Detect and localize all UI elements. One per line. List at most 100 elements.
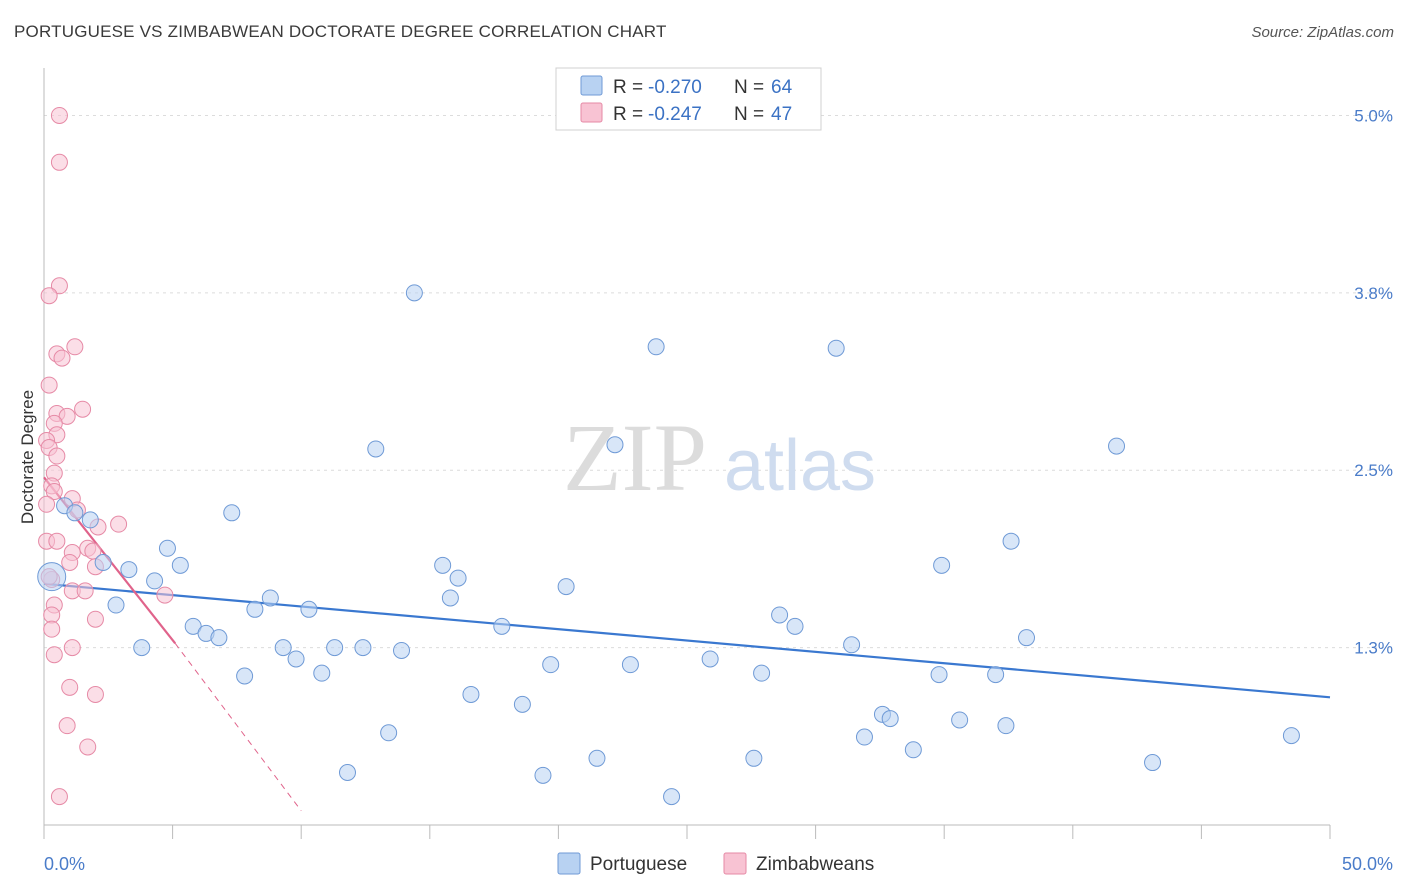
- portuguese-point: [380, 724, 398, 742]
- zimbabwean-point: [43, 606, 61, 624]
- portuguese-point: [434, 556, 452, 574]
- portuguese-trend-line: [43, 582, 1331, 699]
- portuguese-point: [606, 436, 624, 454]
- zimbabwean-point: [74, 400, 92, 418]
- portuguese-point: [66, 504, 84, 522]
- watermark-zip: ZIP: [563, 404, 707, 511]
- portuguese-point: [1282, 727, 1300, 745]
- legend: R = -0.270 N = 64 R = -0.247 N = 47: [555, 67, 822, 131]
- zimbabwean-point: [53, 349, 71, 367]
- portuguese-point: [753, 664, 771, 682]
- portuguese-point: [338, 763, 356, 781]
- zimbabwean-point: [63, 639, 81, 657]
- zimbabwean-point: [61, 553, 79, 571]
- portuguese-point: [493, 617, 511, 635]
- portuguese-point: [881, 710, 899, 728]
- zimbabwean-point: [76, 582, 94, 600]
- legend-n-label-portuguese: N =: [734, 77, 764, 98]
- legend-n-label-zimbabwean: N =: [734, 104, 764, 125]
- zimbabwean-point: [50, 153, 68, 171]
- legend-swatch-zimbabwean: [580, 102, 603, 123]
- portuguese-point: [133, 639, 151, 657]
- portuguese-point: [94, 553, 112, 571]
- bottom-legend-swatch-portuguese: [557, 852, 581, 875]
- y-tick-label: 1.3%: [1354, 639, 1393, 658]
- portuguese-point: [405, 284, 423, 302]
- portuguese-point: [542, 656, 560, 674]
- zimbabwean-point: [45, 646, 63, 664]
- portuguese-point: [1002, 532, 1020, 550]
- bottom-legend-label-zimbabwean: Zimbabweans: [756, 854, 874, 875]
- y-axis-title: Doctorate Degree: [18, 390, 37, 524]
- zimbabwean-point: [61, 678, 79, 696]
- portuguese-point: [647, 338, 665, 356]
- legend-swatch-portuguese: [580, 75, 603, 96]
- portuguese-point: [287, 650, 305, 668]
- zimbabwean-point: [66, 338, 84, 356]
- portuguese-point: [81, 511, 99, 529]
- zimbabwean-point: [40, 376, 58, 394]
- portuguese-point: [513, 695, 531, 713]
- y-tick-labels: 5.0% 3.8% 2.5% 1.3%: [1354, 106, 1393, 657]
- zimbabwean-point: [50, 788, 68, 806]
- legend-r-value-zimbabwean: -0.247: [648, 104, 702, 125]
- bottom-legend: Portuguese Zimbabweans: [557, 852, 874, 875]
- x-tick-label-min: 0.0%: [44, 854, 85, 874]
- portuguese-point: [621, 656, 639, 674]
- bottom-legend-swatch-zimbabwean: [723, 852, 747, 875]
- zimbabwean-point: [50, 277, 68, 295]
- portuguese-point: [37, 562, 67, 592]
- zimbabwean-trend-extension: [174, 643, 302, 812]
- portuguese-point: [1108, 437, 1126, 455]
- portuguese-point: [158, 539, 176, 557]
- zimbabwean-point: [48, 447, 66, 465]
- y-tick-label: 5.0%: [1354, 106, 1393, 125]
- zimbabwean-point: [38, 495, 56, 513]
- portuguese-point: [146, 572, 164, 590]
- portuguese-point: [326, 639, 344, 657]
- portuguese-point: [300, 600, 318, 618]
- portuguese-point: [1018, 629, 1036, 647]
- portuguese-point: [843, 636, 861, 654]
- zimbabwean-point: [40, 287, 58, 305]
- portuguese-point: [393, 641, 411, 659]
- portuguese-point: [745, 749, 763, 767]
- watermark-atlas: atlas: [724, 426, 876, 506]
- portuguese-point: [771, 606, 789, 624]
- bottom-legend-label-portuguese: Portuguese: [590, 854, 687, 875]
- portuguese-point: [313, 664, 331, 682]
- portuguese-point: [184, 617, 202, 635]
- portuguese-point: [855, 728, 873, 746]
- series-zimbabweans: [38, 106, 174, 806]
- portuguese-point: [171, 556, 189, 574]
- portuguese-point: [701, 650, 719, 668]
- grid-lines: [44, 114, 1395, 649]
- chart-title: PORTUGUESE VS ZIMBABWEAN DOCTORATE DEGRE…: [14, 22, 667, 41]
- portuguese-point: [441, 589, 459, 607]
- watermark: ZIP atlas: [563, 404, 876, 511]
- portuguese-point: [663, 788, 681, 806]
- zimbabwean-point: [50, 106, 68, 124]
- legend-r-label-portuguese: R =: [613, 77, 643, 98]
- trend-lines: [43, 476, 1331, 812]
- source-label: Source: ZipAtlas.com: [1251, 24, 1394, 41]
- zimbabwean-point: [43, 620, 61, 638]
- portuguese-point: [449, 569, 467, 587]
- x-tick-label-max: 50.0%: [1342, 854, 1393, 874]
- legend-n-value-portuguese: 64: [771, 77, 793, 98]
- portuguese-point: [588, 749, 606, 767]
- portuguese-point: [951, 711, 969, 729]
- y-tick-label: 3.8%: [1354, 284, 1393, 303]
- portuguese-point: [274, 639, 292, 657]
- portuguese-point: [827, 339, 845, 357]
- portuguese-point: [1144, 754, 1162, 772]
- zimbabwean-point: [110, 515, 128, 533]
- portuguese-point: [223, 504, 241, 522]
- portuguese-point: [261, 589, 279, 607]
- zimbabwean-point: [48, 532, 66, 550]
- portuguese-point: [930, 666, 948, 684]
- portuguese-point: [462, 685, 480, 703]
- portuguese-point: [107, 596, 125, 614]
- portuguese-point: [933, 556, 951, 574]
